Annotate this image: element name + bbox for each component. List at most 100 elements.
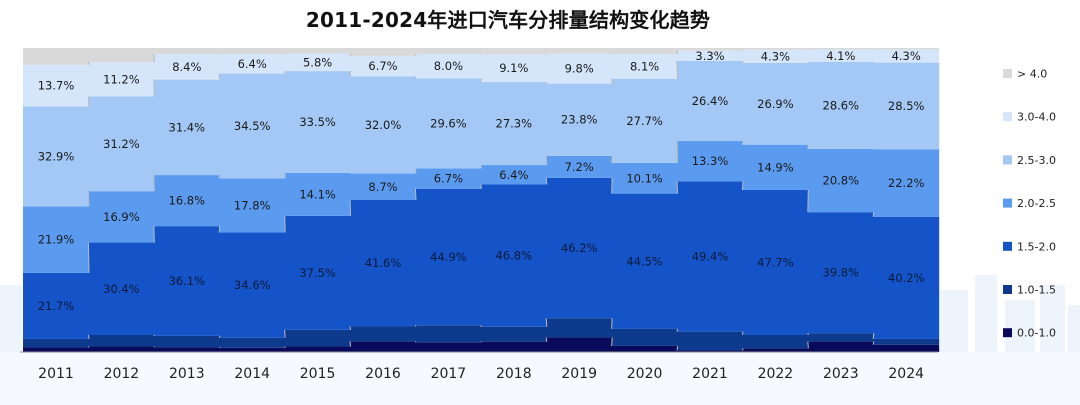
data-label-2021-2.0-2.5: 13.3% (692, 154, 729, 168)
data-label-2019-2.0-2.5: 7.2% (565, 160, 594, 174)
connector-line (480, 184, 482, 189)
connector-line (807, 189, 809, 213)
connector-line (284, 329, 286, 338)
bar-segment-2019-2p53.0 (546, 83, 613, 156)
data-label-2020-3.0-4.0: 8.1% (630, 59, 659, 73)
bar-segment-2012-1p01.5 (88, 334, 155, 347)
connector-line (807, 144, 809, 149)
bar-segment-2013-2p53.0 (153, 79, 220, 176)
legend-label-2.5-3.0: 2.5-3.0 (1017, 154, 1056, 167)
bar-segment-2017-1p01.5 (415, 325, 482, 343)
skyline-block-6 (1040, 285, 1065, 352)
bar-segment-2013-1p01.5 (153, 335, 220, 348)
connector-line (611, 155, 613, 163)
bar-segment-2022-0p01.0 (742, 348, 809, 352)
connector-line (414, 341, 417, 343)
bar-segment-2024-2p02.5 (873, 149, 940, 217)
connector-line (414, 168, 417, 174)
data-label-2015-3.0-4.0: 5.8% (303, 55, 332, 69)
bar-segment-2014-2p02.5 (219, 178, 286, 233)
connector-line (284, 53, 286, 55)
bar-segment-2011-2p02.5 (23, 206, 89, 273)
bar-segment-2018-2p02.5 (480, 165, 547, 185)
connector-line (284, 172, 286, 179)
bar-segment-2022-4p0 (742, 48, 809, 50)
connector-line (872, 212, 875, 217)
bar-segment-2022-2p53.0 (742, 62, 809, 145)
connector-line (153, 79, 155, 97)
connector-line (807, 61, 809, 64)
bar-segment-2024-2p53.0 (873, 62, 940, 150)
x-tick-label-2020: 2020 (627, 366, 663, 382)
connector-line (284, 215, 286, 233)
x-tick-label-2023: 2023 (823, 366, 859, 382)
data-label-2016-2.5-3.0: 32.0% (365, 118, 402, 132)
data-label-2018-2.0-2.5: 6.4% (499, 168, 528, 182)
bar-segment-2012-0p01.0 (88, 346, 155, 352)
skyline-block-5 (1005, 300, 1035, 352)
bar-segment-2016-2p02.5 (350, 173, 416, 200)
connector-line (676, 345, 679, 351)
bar-segment-2022-1p52.0 (742, 189, 809, 335)
legend-label-3.0-4.0: 3.0-4.0 (1017, 111, 1056, 124)
bar-segment-2014-1p52.0 (219, 232, 286, 338)
bar-segment-2017-3p04.0 (415, 54, 482, 79)
bar-segment-2019-4p0 (546, 48, 613, 54)
data-label-2017-1.5-2.0: 44.9% (430, 250, 467, 264)
bar-segment-2018-2p53.0 (480, 82, 547, 166)
connector-line (545, 81, 548, 84)
bar-segment-2019-0p01.0 (546, 337, 613, 352)
bar-segment-2019-1p01.5 (546, 318, 613, 338)
legend-label-0.0-1.0: 0.0-1.0 (1017, 327, 1056, 340)
x-tick-label-2021: 2021 (692, 366, 728, 382)
bar-segment-2011-0p01.0 (23, 347, 89, 352)
connector-line (676, 328, 679, 332)
bar-segment-2021-4p0 (677, 48, 743, 51)
bar-segment-2014-4p0 (219, 48, 286, 55)
data-label-2012-1.5-2.0: 30.4% (103, 282, 140, 296)
bar-segment-2016-3p04.0 (350, 55, 416, 77)
data-label-2015-1.5-2.0: 37.5% (299, 266, 336, 280)
connector-line (218, 335, 221, 338)
connector-line (153, 175, 155, 192)
bar-segment-2017-0p01.0 (415, 342, 482, 352)
data-label-2022-1.5-2.0: 47.7% (757, 255, 794, 269)
legend-swatch-3.0-4.0 (1003, 112, 1012, 122)
connector-line (349, 341, 352, 347)
bar-segment-2015-3p04.0 (284, 53, 351, 72)
connector-line (676, 60, 679, 79)
connector-line (611, 337, 613, 346)
connector-line (480, 325, 482, 327)
x-tick-label-2015: 2015 (300, 366, 336, 382)
bar-segment-2014-2p53.0 (219, 73, 286, 179)
connector-line (480, 78, 482, 83)
data-label-2019-1.5-2.0: 46.2% (561, 241, 598, 255)
connector-line (545, 318, 548, 327)
data-label-2018-3.0-4.0: 9.1% (499, 61, 528, 75)
bar-segment-2011-1p52.0 (23, 272, 89, 339)
data-label-2017-2.0-2.5: 6.7% (434, 172, 463, 186)
bar-segment-2022-2p02.5 (742, 144, 809, 190)
bar-segment-2015-2p02.5 (284, 172, 351, 216)
bar-segment-2024-0p01.0 (873, 344, 940, 352)
bar-segment-2012-1p52.0 (88, 242, 155, 335)
connector-line (218, 174, 221, 179)
data-label-2016-1.5-2.0: 41.6% (365, 256, 402, 270)
legend-label-2.0-2.5: 2.0-2.5 (1017, 197, 1056, 210)
data-label-2021-3.0-4.0: 3.3% (695, 49, 724, 63)
data-label-2011-1.5-2.0: 21.7% (38, 299, 75, 313)
bar-segment-2014-0p01.0 (219, 347, 286, 352)
connector-line (414, 76, 417, 79)
data-label-2016-2.0-2.5: 8.7% (368, 180, 397, 194)
connector-line (284, 346, 286, 348)
bar-segment-2023-4p0 (807, 48, 874, 50)
x-tick-label-2017: 2017 (431, 366, 467, 382)
skyline-block-1 (0, 285, 22, 352)
legend-swatch-2.5-3.0 (1003, 155, 1012, 165)
bar-segment-2023-0p01.0 (807, 341, 874, 352)
bar-segment-2013-2p02.5 (153, 175, 220, 227)
legend-label-> 4.0: > 4.0 (1017, 68, 1047, 81)
connector-line (872, 333, 875, 339)
data-label-2023-2.5-3.0: 28.6% (823, 98, 860, 112)
connector-line (545, 337, 548, 342)
